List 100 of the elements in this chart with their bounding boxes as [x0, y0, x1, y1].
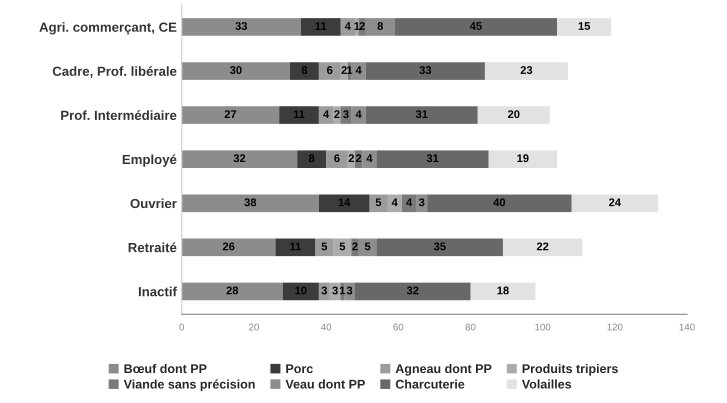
x-tick-label: 120 — [607, 324, 623, 331]
bar — [369, 194, 388, 212]
bar — [182, 150, 298, 168]
bar — [182, 194, 319, 212]
data-label: 3 — [332, 286, 338, 294]
data-label: 31 — [426, 154, 438, 162]
data-label: 8 — [378, 22, 383, 30]
legend-label: Volailles — [522, 379, 572, 389]
bar — [351, 62, 366, 80]
data-label: 14 — [338, 198, 350, 206]
bar — [290, 62, 319, 80]
x-tick-label: 140 — [680, 324, 695, 331]
legend-label: Produits tripiers — [522, 364, 618, 376]
data-label: 3 — [321, 286, 327, 294]
bar — [276, 238, 316, 256]
bar — [358, 238, 377, 256]
data-label: 6 — [327, 66, 332, 74]
data-label: 20 — [508, 110, 520, 118]
bar — [394, 18, 558, 36]
bar — [427, 194, 572, 212]
data-label: 4 — [323, 110, 330, 118]
bar — [333, 238, 352, 256]
bar — [182, 62, 290, 80]
data-label: 30 — [230, 66, 242, 74]
bar — [351, 106, 366, 124]
bar — [387, 194, 402, 212]
data-label: 1 — [347, 66, 352, 74]
bar — [279, 106, 319, 124]
data-label: 8 — [308, 154, 314, 162]
legend-label: Porc — [286, 364, 313, 374]
bar — [318, 194, 370, 212]
bar — [362, 150, 377, 168]
bar — [297, 150, 326, 168]
data-label: 4 — [356, 66, 362, 74]
data-label: 11 — [290, 242, 301, 250]
data-label: 45 — [470, 22, 482, 30]
legend-label: Veau dont PP — [286, 379, 365, 389]
data-label: 2 — [341, 66, 347, 74]
data-label: 32 — [234, 154, 246, 162]
data-label: 2 — [348, 154, 354, 162]
bar — [376, 150, 489, 168]
data-label: 15 — [578, 22, 590, 30]
data-label: 4 — [406, 198, 412, 206]
data-label: 3 — [343, 110, 349, 118]
bar — [315, 238, 334, 256]
bar — [376, 238, 503, 256]
data-label: 33 — [419, 66, 432, 74]
y-tick-label: Cadre, Prof. libérale — [52, 66, 176, 78]
data-label: 32 — [406, 286, 418, 294]
bar — [557, 18, 612, 36]
x-tick-label: 20 — [249, 324, 259, 331]
data-label: 3 — [418, 198, 424, 206]
y-tick-label: Inactif — [138, 286, 177, 296]
bar — [340, 18, 355, 36]
y-tick-label: Ouvrier — [130, 198, 177, 208]
x-tick-label: 80 — [465, 324, 476, 331]
data-label: 19 — [517, 154, 529, 162]
bar — [488, 150, 558, 168]
x-tick-label: 0 — [179, 324, 184, 331]
data-label: 11 — [316, 22, 326, 30]
data-label: 27 — [224, 110, 236, 118]
legend-label: Viande sans précision — [124, 379, 255, 392]
data-label: 11 — [294, 110, 305, 118]
bar — [484, 62, 568, 80]
bar — [182, 282, 283, 300]
bar — [182, 238, 276, 256]
data-label: 5 — [376, 198, 382, 206]
data-label: 33 — [235, 22, 248, 30]
bar — [354, 282, 470, 300]
bar — [366, 62, 485, 80]
y-tick-label: Agri. commerçant, CE — [39, 22, 176, 35]
x-tick-label: 60 — [393, 324, 404, 331]
bar — [318, 106, 334, 124]
data-label: 38 — [244, 198, 256, 206]
bar — [182, 106, 280, 124]
data-label: 31 — [416, 110, 428, 118]
data-label: 5 — [364, 242, 370, 250]
data-label: 10 — [295, 286, 307, 294]
bar — [502, 238, 582, 256]
x-tick-label: 40 — [320, 324, 332, 331]
bar — [402, 194, 416, 212]
bar — [182, 18, 301, 36]
data-label: 3 — [346, 286, 352, 294]
data-label: 26 — [222, 242, 234, 250]
data-label: 23 — [520, 66, 532, 74]
legend-label: Bœuf dont PP — [124, 364, 207, 374]
data-label: 5 — [322, 242, 328, 250]
data-label: 18 — [497, 286, 509, 294]
data-label: 4 — [356, 110, 362, 118]
y-tick-label: Prof. Intermédiaire — [61, 110, 176, 120]
bar — [572, 194, 658, 212]
bar — [366, 18, 395, 36]
data-label: 2 — [360, 22, 365, 30]
bar — [478, 106, 550, 124]
data-label: 35 — [434, 242, 446, 250]
bar — [326, 150, 348, 168]
data-label: 24 — [609, 198, 621, 206]
bar — [318, 62, 341, 80]
data-label: 2 — [334, 110, 340, 118]
legend-label: Charcuterie — [396, 379, 464, 389]
